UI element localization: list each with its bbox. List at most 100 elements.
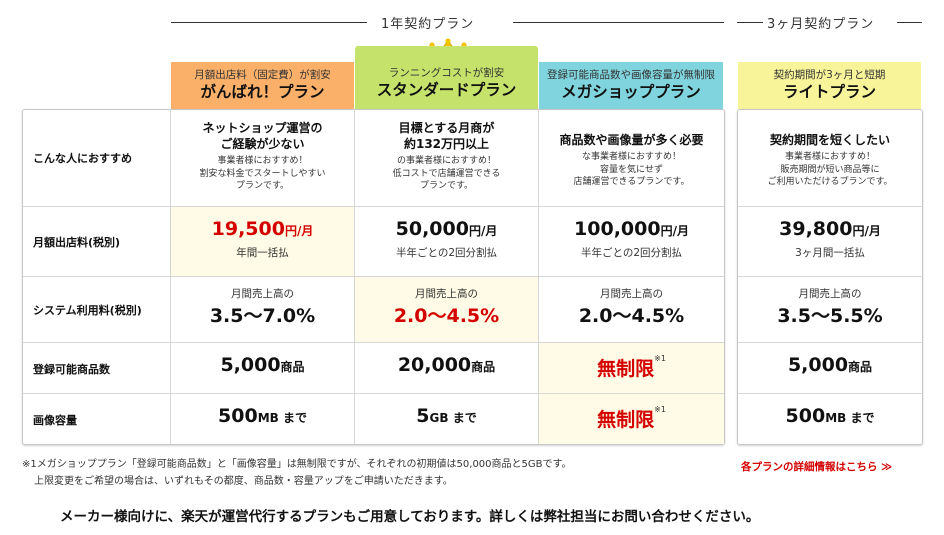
images-value: 500 [785,405,826,427]
annual-group-label: 1年契約プラン [381,17,475,32]
images-cell-mega: 無制限※1 [539,405,724,432]
column-divider [170,110,171,444]
recommend-desc: の事業者様におすすめ！ 低コストで店舗運営できる プランです。 [392,156,501,191]
recommend-title: ネットショップ運営の ご経験が少ない [202,121,323,151]
row-label-item-count: 登録可能商品数 [33,363,110,376]
row-label-monthly-fee: 月額出店料(税別) [33,236,121,249]
recommend-cell-light: 契約期間を短くしたい 事業者様におすすめ！ 販売期間が短い商品等に ご利用いただ… [738,132,922,189]
items-cell-ganbare: 5,000商品 [171,354,354,376]
system-rate: 3.5〜7.0% [209,305,316,327]
fee-cell-light: 39,800円/月 3ヶ月間一括払 [738,217,922,260]
row-divider [738,342,922,343]
highlight-cell [171,206,354,276]
footnote-mark: ※1 [654,405,666,414]
plan-tab-sub: 契約期間が3ヶ月と短期 [773,69,886,81]
fee-amount: 19,500 [211,218,285,240]
images-unit: GB まで [429,411,477,425]
recommend-cell-mega: 商品数や画像量が多く必要 な事業者様におすすめ！ 容量を気にせず 店舗運営できる… [539,132,724,189]
system-cell-mega: 月間売上高の 2.0〜4.5% [539,287,724,328]
three-month-group-header: 3ヶ月契約プラン [737,8,922,38]
fee-amount: 100,000 [574,218,661,240]
row-divider [738,276,922,277]
system-cell-light: 月間売上高の 3.5〜5.5% [738,287,922,328]
three-month-group-label: 3ヶ月契約プラン [767,17,875,32]
annual-plans-table: こんな人におすすめ 月額出店料(税別) システム利用料(税別) 登録可能商品数 … [22,109,725,445]
images-cell-standard: 5GB まで [355,405,538,427]
fee-cell-standard: 50,000円/月 半年ごとの2回分割払 [355,217,538,260]
system-caption: 月間売上高の [798,288,862,300]
row-label-image-capacity: 画像容量 [33,414,77,427]
plan-tab-light[interactable]: 契約期間が3ヶ月と短期 ライトプラン [738,62,921,109]
fee-cell-ganbare: 19,500円/月 年間一括払 [171,217,354,260]
plan-tab-sub: ランニングコストが割安 [388,67,505,79]
plan-tab-sub: 登録可能商品数や画像容量が無制限 [547,69,715,81]
plan-tab-name: ライトプラン [782,83,876,101]
images-unit: MB まで [825,411,875,425]
items-cell-mega: 無制限※1 [539,354,724,381]
items-unit: 商品 [471,360,496,374]
recommend-desc: な事業者様におすすめ！ 容量を気にせず 店舗運営できるプランです。 [573,152,690,187]
fee-amount: 39,800 [779,218,853,240]
row-label-recommend: こんな人におすすめ [33,152,132,165]
items-value: 5,000 [220,354,281,376]
recommend-desc: 事業者様におすすめ！ 割安な料金でスタートしやすい プランです。 [199,156,326,191]
column-divider [538,110,539,444]
fee-note: 半年ごとの2回分割払 [580,247,683,259]
images-value: 無制限 [597,409,655,431]
system-cell-ganbare: 月間売上高の 3.5〜7.0% [171,287,354,328]
bottom-message: メーカー様向けに、楽天が運営代行するプランもご用意しております。詳しくは弊社担当… [60,509,760,525]
items-value: 20,000 [397,354,472,376]
items-cell-light: 5,000商品 [738,354,922,376]
plan-tab-name: メガショッププラン [561,83,701,101]
system-caption: 月間売上高の [600,288,663,300]
fee-unit: 円/月 [852,224,881,238]
row-divider [23,342,724,343]
plan-tab-mega[interactable]: 登録可能商品数や画像容量が無制限 メガショッププラン [539,62,723,109]
plan-tab-ganbare[interactable]: 月額出店料（固定費）が割安 がんばれ！プラン [171,62,354,109]
items-value: 無制限 [597,358,655,380]
recommend-title: 目標とする月商が 約132万円以上 [398,121,495,151]
footnote-mark: ※1 [654,354,666,363]
fee-unit: 円/月 [284,224,314,238]
fee-note: 3ヶ月間一括払 [795,247,865,259]
system-rate: 2.0〜4.5% [578,305,685,327]
plan-tab-name: スタンダードプラン [376,81,517,99]
recommend-title: 商品数や画像量が多く必要 [559,133,704,147]
column-divider [354,110,355,444]
row-divider [738,206,922,207]
plan-tab-standard[interactable]: ランニングコストが割安 スタンダードプラン [355,46,538,109]
fee-note: 年間一括払 [236,247,289,259]
recommend-desc: 事業者様におすすめ！ 販売期間が短い商品等に ご利用いただけるプランです。 [767,152,893,187]
recommend-title: 契約期間を短くしたい [769,133,890,147]
system-rate: 2.0〜4.5% [393,305,500,327]
row-label-system-fee: システム利用料(税別) [33,304,142,317]
annual-group-header: 1年契約プラン [171,8,724,38]
fee-cell-mega: 100,000円/月 半年ごとの2回分割払 [539,217,724,260]
footnote-2: 上限変更をご希望の場合は、いずれもその都度、商品数・容量アップをご申請いただきま… [34,476,453,487]
images-unit: MB まで [257,411,307,425]
system-caption: 月間売上高の [415,288,478,300]
plan-tab-name: がんばれ！プラン [200,83,325,101]
images-value: 5 [416,405,430,427]
items-unit: 商品 [848,360,873,374]
system-rate: 3.5〜5.5% [777,305,883,327]
row-divider [23,393,724,394]
row-divider [738,393,922,394]
row-divider [23,206,724,207]
items-value: 5,000 [787,354,849,376]
recommend-cell-ganbare: ネットショップ運営の ご経験が少ない 事業者様におすすめ！ 割安な料金でスタート… [171,120,354,193]
plan-tab-sub: 月額出店料（固定費）が割安 [194,69,331,81]
images-value: 500 [218,405,258,427]
system-caption: 月間売上高の [231,288,294,300]
recommend-cell-standard: 目標とする月商が 約132万円以上 の事業者様におすすめ！ 低コストで店舗運営で… [355,120,538,193]
light-plan-table: 契約期間を短くしたい 事業者様におすすめ！ 販売期間が短い商品等に ご利用いただ… [737,109,923,445]
footnote-1: ※1メガショッププラン「登録可能商品数」と「画像容量」は無制限ですが、それぞれの… [22,459,572,470]
fee-unit: 円/月 [660,224,689,238]
images-cell-light: 500MB まで [738,405,922,427]
highlight-cell [355,276,538,342]
fee-amount: 50,000 [395,218,469,240]
images-cell-ganbare: 500MB まで [171,405,354,427]
plan-details-link[interactable]: 各プランの詳細情報はこちら ≫ [741,461,893,473]
system-cell-standard: 月間売上高の 2.0〜4.5% [355,287,538,328]
fee-unit: 円/月 [468,224,498,238]
